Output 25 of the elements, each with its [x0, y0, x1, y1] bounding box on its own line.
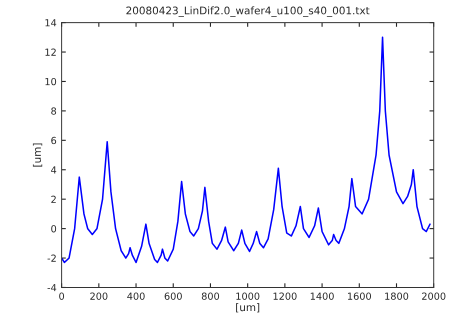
- y-tick-label: 12: [45, 48, 56, 56]
- x-tick-label: 1800: [385, 292, 408, 300]
- y-tick-label: 8: [51, 107, 56, 115]
- line-series: [62, 36, 431, 264]
- x-tick-label: 1200: [274, 292, 297, 300]
- y-tick-label: 6: [51, 136, 56, 144]
- x-tick-label: 0: [59, 292, 64, 300]
- x-tick-label: 600: [164, 292, 182, 300]
- x-tick-label: 400: [127, 292, 145, 300]
- x-tick-label: 1400: [310, 292, 334, 300]
- x-axis-title: [um]: [236, 303, 260, 312]
- x-tick-label: 2000: [422, 292, 446, 300]
- y-tick-label: 0: [51, 225, 56, 232]
- y-tick-label: 4: [51, 166, 56, 174]
- x-tick-label: 800: [202, 292, 220, 300]
- x-tick-label: 200: [90, 292, 108, 300]
- y-tick-label: -2: [48, 254, 56, 262]
- y-tick-label: 14: [45, 19, 56, 26]
- y-tick-label: 10: [45, 78, 56, 86]
- y-tick-label: -4: [48, 284, 56, 292]
- chart-title: 20080423_LinDif2.0_wafer4_u100_s40_001.txt: [126, 6, 370, 17]
- x-tick-label: 1600: [348, 292, 372, 300]
- y-axis-title: [um]: [32, 143, 42, 167]
- y-tick-label: 2: [51, 196, 56, 203]
- x-tick-label: 1000: [236, 292, 260, 300]
